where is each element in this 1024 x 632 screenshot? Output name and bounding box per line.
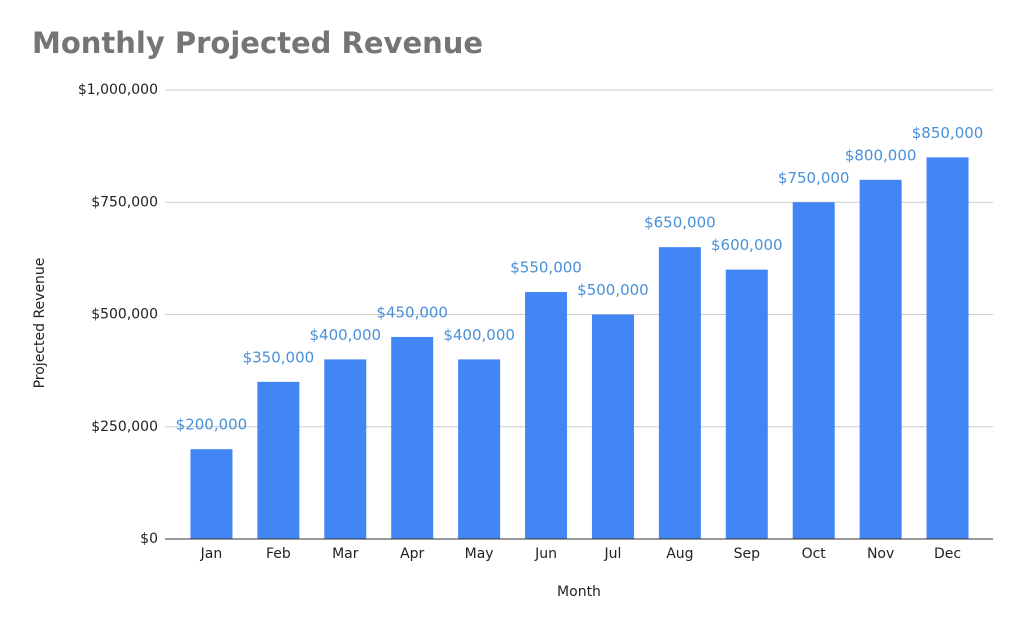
bar xyxy=(391,336,434,539)
bar xyxy=(324,359,367,539)
data-label: $350,000 xyxy=(243,348,315,366)
x-tick-label: Feb xyxy=(266,546,291,562)
bar xyxy=(458,359,501,539)
x-axis-label: Month xyxy=(557,584,601,600)
bar xyxy=(190,449,233,539)
y-tick-label: $0 xyxy=(140,531,158,547)
x-tick-label: Jun xyxy=(534,546,557,562)
data-label: $400,000 xyxy=(310,326,382,344)
chart-title: Monthly Projected Revenue xyxy=(32,26,483,60)
data-label: $200,000 xyxy=(176,416,248,434)
x-tick-label: Dec xyxy=(934,546,961,562)
x-tick-label: Nov xyxy=(867,546,894,562)
data-label: $850,000 xyxy=(912,124,984,142)
x-tick-label: Jul xyxy=(604,546,622,562)
bar xyxy=(591,314,634,539)
data-label: $750,000 xyxy=(778,169,850,187)
bar xyxy=(926,157,969,539)
x-tick-label: Mar xyxy=(332,546,359,562)
x-tick-label: Aug xyxy=(666,546,693,562)
data-label: $450,000 xyxy=(376,303,448,321)
data-label: $550,000 xyxy=(510,259,582,277)
bar xyxy=(525,292,568,539)
bar xyxy=(658,247,701,539)
y-tick-label: $750,000 xyxy=(91,194,158,210)
x-tick-label: May xyxy=(465,546,494,562)
y-tick-label: $250,000 xyxy=(91,419,158,435)
x-tick-label: Sep xyxy=(734,546,761,562)
data-label: $800,000 xyxy=(845,146,917,164)
data-label: $500,000 xyxy=(577,281,649,299)
x-tick-label: Jan xyxy=(200,546,223,562)
bar xyxy=(792,202,835,539)
x-tick-label: Oct xyxy=(802,546,827,562)
bar xyxy=(859,179,902,540)
data-label: $600,000 xyxy=(711,236,783,254)
data-label: $650,000 xyxy=(644,214,716,232)
bar xyxy=(725,269,768,539)
y-tick-label: $1,000,000 xyxy=(78,82,158,98)
y-axis-label: Projected Revenue xyxy=(32,258,48,389)
x-tick-label: Apr xyxy=(400,546,424,562)
y-tick-label: $500,000 xyxy=(91,307,158,323)
data-label: $400,000 xyxy=(443,326,515,344)
bar xyxy=(257,381,300,539)
